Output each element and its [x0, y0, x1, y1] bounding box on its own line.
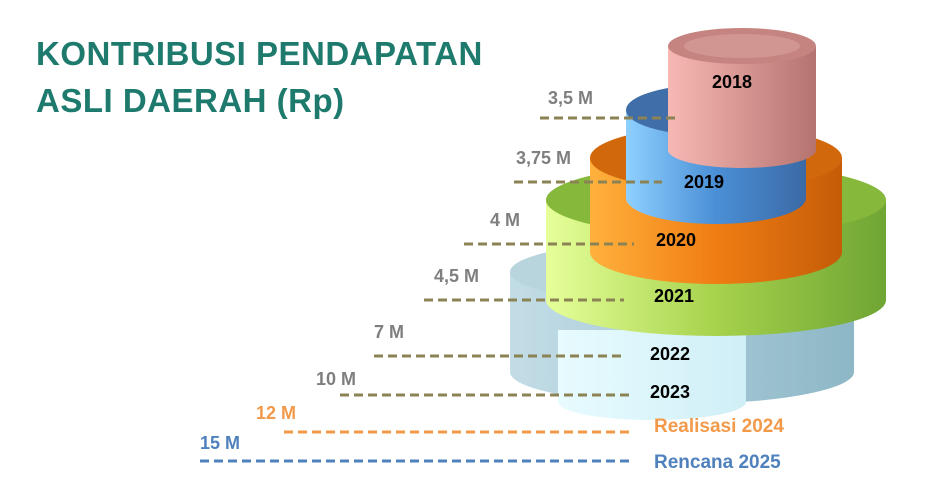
chart-title-line-2: ASLI DAERAH (Rp) [36, 82, 345, 119]
category-label-2022: 2022 [650, 344, 690, 364]
category-label-2023: 2023 [650, 382, 690, 402]
value-label-2022: 7 M [374, 322, 404, 342]
category-label-2020: 2020 [656, 230, 696, 250]
value-label-rencana-2025: 15 M [200, 433, 240, 453]
category-label-2019: 2019 [684, 172, 724, 192]
value-label-2019: 3,75 M [516, 148, 571, 168]
category-label-2021: 2021 [654, 286, 694, 306]
value-label-2023: 10 M [316, 369, 356, 389]
category-label-realisasi-2024: Realisasi 2024 [654, 416, 784, 437]
category-labels: 2018 2019 2020 2021 2022 2023 Realisasi … [650, 72, 784, 473]
value-label-realisasi-2024: 12 M [256, 403, 296, 423]
value-label-2018: 3,5 M [548, 88, 593, 108]
chart-title-line-1: KONTRIBUSI PENDAPATAN [36, 35, 483, 72]
category-label-rencana-2025: Rencana 2025 [654, 452, 781, 473]
guide-lines [200, 116, 680, 463]
category-label-2018: 2018 [712, 72, 752, 92]
segment-2018 [668, 28, 816, 168]
chart-title: KONTRIBUSI PENDAPATAN ASLI DAERAH (Rp) [36, 30, 483, 124]
value-labels: 3,5 M 3,75 M 4 M 4,5 M 7 M 10 M 12 M 15 … [200, 88, 593, 453]
value-label-2020: 4 M [490, 210, 520, 230]
value-label-2021: 4,5 M [434, 266, 479, 286]
segment-2023 [558, 330, 746, 420]
